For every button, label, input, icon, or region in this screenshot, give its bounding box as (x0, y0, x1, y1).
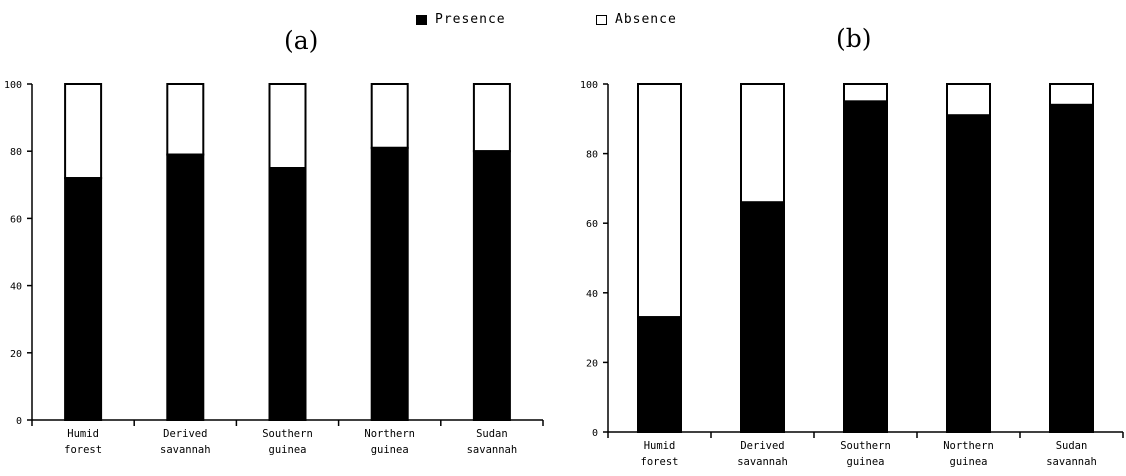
bar-presence-a-0 (64, 177, 103, 421)
bar-presence-a-4 (472, 150, 511, 421)
chart-title-b: (b) (836, 24, 872, 53)
x-category-label-b-1-1: savannah (737, 456, 788, 468)
bar-absence-a-2 (268, 83, 307, 169)
bar-absence-b-1 (740, 83, 785, 204)
x-category-label-a-0-0: Humid (67, 428, 99, 440)
y-tick-label-b-5: 100 (580, 80, 598, 91)
x-category-label-b-0-1: forest (641, 456, 679, 468)
legend-item-presence: Presence (416, 12, 506, 27)
x-category-label-b-2-0: Southern (840, 440, 891, 452)
x-category-label-a-1-0: Derived (163, 428, 207, 440)
x-category-label-a-1-1: savannah (160, 444, 211, 456)
x-category-label-b-1-0: Derived (740, 440, 784, 452)
y-tick-label-b-3: 60 (586, 219, 598, 230)
chart-a: 0 20 40 60 80 100 Humid forest Derived savannah So… (4, 80, 544, 456)
x-category-label-b-0-0: Humid (644, 440, 676, 452)
chart-legend: Presence Absence (0, 0, 1126, 36)
y-tick-label-b-2: 40 (586, 289, 598, 300)
bar-presence-a-1 (166, 153, 205, 421)
x-category-label-a-2-0: Southern (262, 428, 313, 440)
legend-item-absence: Absence (596, 12, 677, 27)
bar-presence-b-1 (740, 201, 785, 433)
x-category-label-b-3-0: Northern (943, 440, 994, 452)
y-tick-label-a-1: 20 (10, 349, 22, 360)
y-tick-label-a-5: 100 (4, 80, 22, 91)
x-category-label-a-3-1: guinea (371, 444, 409, 456)
chart-title-a: (a) (284, 26, 319, 55)
x-category-label-a-4-0: Sudan (476, 428, 508, 440)
y-tick-label-b-1: 20 (586, 358, 598, 369)
legend-label-absence: Absence (615, 12, 677, 27)
y-tick-label-b-4: 80 (586, 150, 598, 161)
bar-absence-a-0 (64, 83, 103, 180)
bar-absence-b-0 (637, 83, 682, 319)
x-category-label-b-4-0: Sudan (1056, 440, 1088, 452)
y-tick-label-a-0: 0 (16, 416, 22, 427)
bar-presence-b-0 (637, 316, 682, 433)
y-tick-label-a-4: 80 (10, 147, 22, 158)
bar-absence-a-4 (472, 83, 511, 153)
x-category-label-b-2-1: guinea (847, 456, 885, 468)
bar-presence-b-4 (1049, 103, 1094, 433)
x-category-label-b-3-1: guinea (950, 456, 988, 468)
x-category-label-a-2-1: guinea (269, 444, 307, 456)
x-category-label-b-4-1: savannah (1046, 456, 1097, 468)
bar-absence-b-3 (946, 83, 991, 117)
bar-presence-a-2 (268, 167, 307, 421)
y-tick-label-b-0: 0 (592, 428, 598, 439)
bar-absence-b-2 (843, 83, 888, 103)
y-tick-label-a-2: 40 (10, 282, 22, 293)
legend-swatch-absence (596, 14, 607, 25)
legend-label-presence: Presence (435, 12, 506, 27)
y-tick-label-a-3: 60 (10, 214, 22, 225)
bar-presence-b-3 (946, 114, 991, 433)
bar-presence-b-2 (843, 100, 888, 434)
x-category-label-a-0-1: forest (64, 444, 102, 456)
legend-swatch-presence (416, 14, 427, 25)
bar-absence-b-4 (1049, 83, 1094, 106)
x-category-label-a-4-1: savannah (467, 444, 518, 456)
bar-presence-a-3 (370, 146, 409, 421)
x-category-label-a-3-0: Northern (364, 428, 415, 440)
